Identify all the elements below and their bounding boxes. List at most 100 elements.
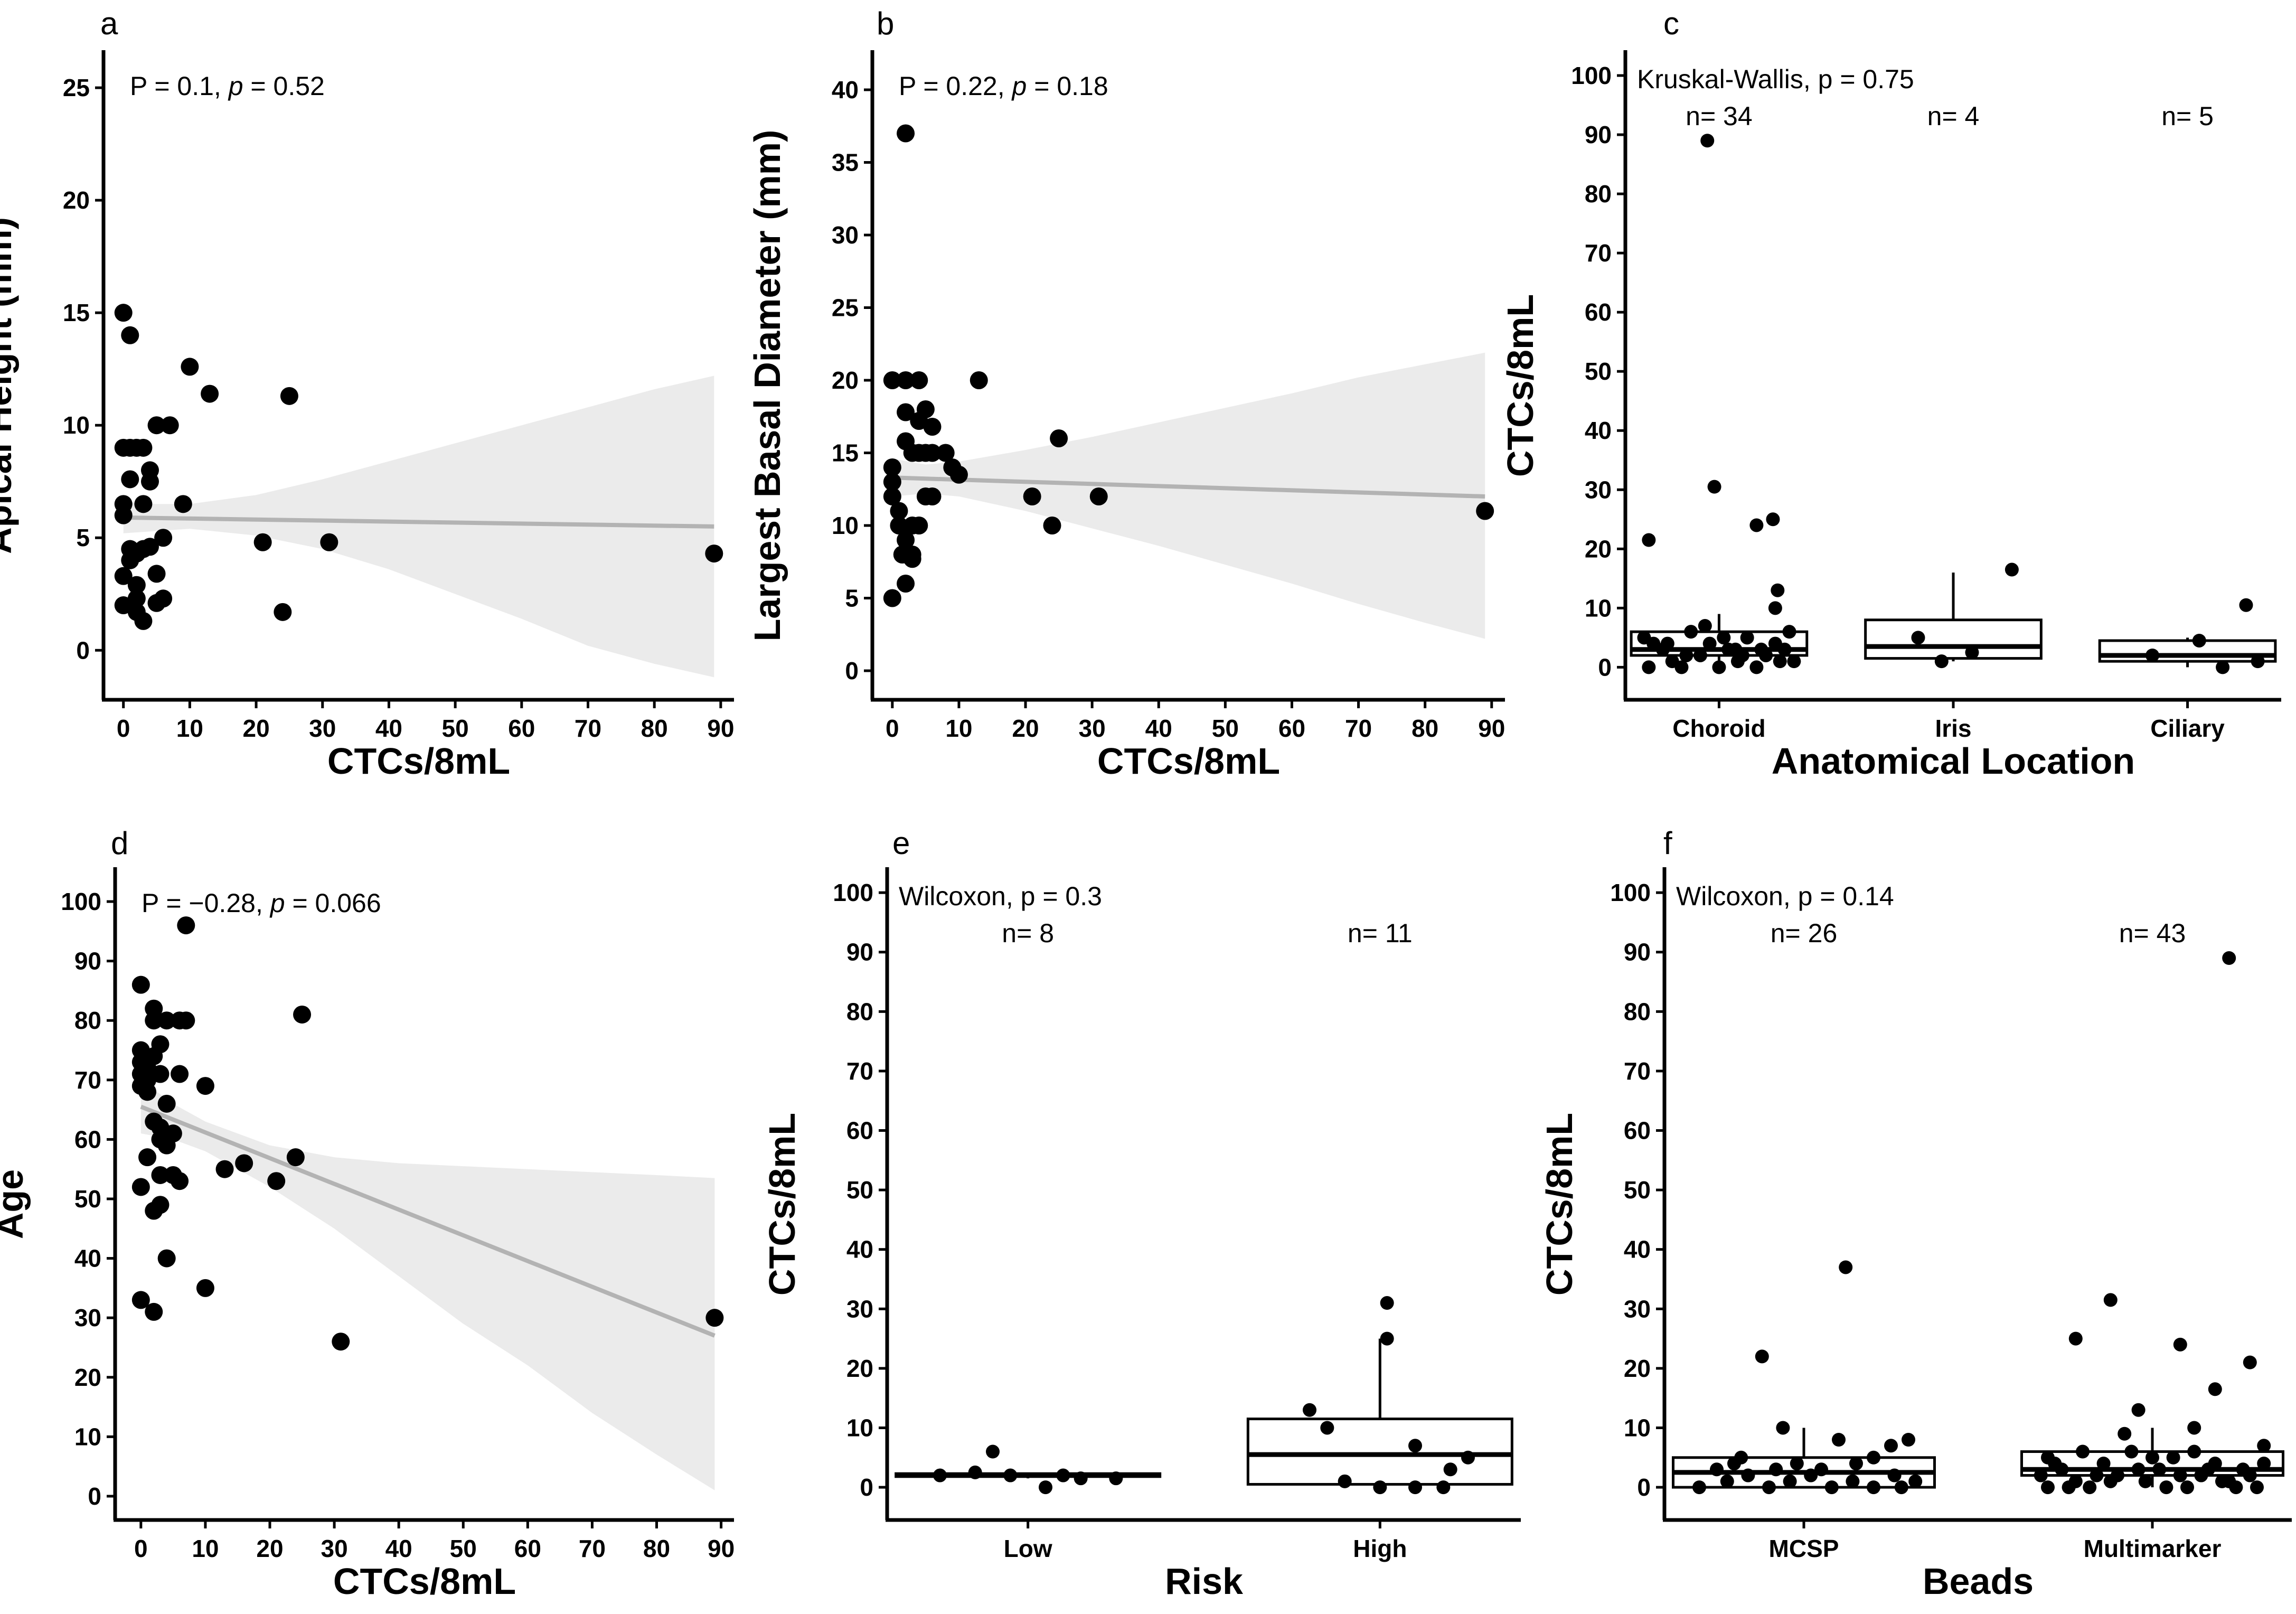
data-point [157, 1094, 176, 1113]
data-point [1050, 429, 1068, 447]
data-point [883, 371, 901, 389]
data-point [1867, 1450, 1880, 1465]
data-point [1867, 1480, 1880, 1495]
n-label: n= 4 [1927, 101, 1980, 131]
y-tick-label: 30 [1585, 476, 1612, 503]
data-point [1769, 1462, 1783, 1477]
regression-line [892, 475, 1485, 499]
data-point [2041, 1480, 2055, 1495]
y-tick-label: 80 [1624, 998, 1651, 1025]
data-point [1787, 654, 1801, 669]
n-label: n= 5 [2161, 101, 2214, 131]
panel-letter: d [111, 825, 128, 861]
x-tick-label: 80 [1412, 715, 1438, 742]
data-point [1380, 1331, 1394, 1346]
y-tick-label: 0 [1637, 1474, 1651, 1501]
data-point [2152, 1462, 2167, 1477]
y-tick-label: 5 [845, 585, 859, 612]
data-point [196, 1279, 214, 1297]
x-tick-label: 0 [886, 715, 899, 742]
data-point [1408, 1439, 1422, 1453]
data-point [1741, 1468, 1755, 1482]
category-label: Choroid [1672, 715, 1765, 742]
data-point [1692, 1480, 1706, 1495]
panel-letter: f [1663, 825, 1672, 861]
data-point [890, 502, 908, 520]
x-tick-label: 70 [575, 715, 601, 742]
data-point [883, 589, 901, 607]
data-point [2090, 1468, 2104, 1482]
data-point [910, 371, 928, 389]
y-tick-label: 10 [1624, 1414, 1651, 1441]
data-point [2068, 1331, 2083, 1346]
data-point [1902, 1433, 1915, 1447]
data-point [1702, 636, 1717, 651]
data-point [1320, 1421, 1334, 1435]
data-point [2103, 1474, 2118, 1488]
n-label: n= 26 [1771, 918, 1838, 948]
data-point [1089, 487, 1108, 505]
data-point [923, 418, 942, 436]
x-tick-label: 50 [1212, 715, 1239, 742]
y-tick-label: 15 [63, 299, 90, 326]
data-point [2062, 1480, 2076, 1495]
data-point [2076, 1444, 2090, 1459]
y-tick-label: 15 [832, 439, 859, 467]
panel-a: a 0 5 10 15 20 25 0 10 20 30 40 50 60 70 80 90 CTCs/8mL Ap… [0, 6, 734, 782]
data-point [177, 916, 195, 935]
data-point [2173, 1468, 2187, 1482]
data-point [134, 495, 153, 513]
data-point [154, 589, 173, 608]
data-point [923, 487, 942, 505]
box [1246, 1418, 1513, 1486]
data-point [320, 533, 338, 551]
y-tick-label: 50 [846, 1176, 873, 1204]
data-point [1766, 512, 1780, 527]
y-tick-label: 10 [846, 1414, 873, 1441]
data-point [140, 538, 159, 556]
data-point [705, 545, 723, 563]
y-tick-label: 80 [846, 998, 873, 1025]
x-axis-title: CTCs/8mL [1097, 740, 1280, 782]
y-tick-label: 60 [74, 1125, 101, 1153]
y-tick-label: 20 [63, 186, 90, 214]
x-tick-label: 0 [117, 715, 130, 742]
data-point [1660, 636, 1674, 651]
data-point [181, 358, 199, 376]
data-point [171, 1065, 189, 1083]
regression-line [123, 515, 714, 529]
y-tick-label: 0 [1598, 653, 1612, 681]
data-point [196, 1077, 214, 1095]
data-point [1884, 1439, 1898, 1453]
data-point [1674, 660, 1689, 674]
data-point [1846, 1474, 1860, 1488]
x-tick-label: 90 [1478, 715, 1505, 742]
data-point [134, 612, 153, 630]
data-point [280, 387, 298, 405]
data-point [968, 1465, 982, 1479]
y-tick-label: 50 [74, 1185, 101, 1213]
data-point [2187, 1421, 2201, 1435]
y-axis-title: Apical Height (mm) [0, 217, 19, 554]
x-axis-title: Beads [1923, 1561, 2034, 1602]
y-tick-label: 35 [832, 149, 859, 176]
data-point [1776, 1421, 1790, 1435]
category-label: High [1353, 1535, 1407, 1562]
data-point [1023, 487, 1041, 505]
regression-line [140, 1104, 716, 1338]
data-point [1934, 654, 1949, 669]
data-point [1887, 1468, 1902, 1482]
y-tick-label: 20 [846, 1355, 873, 1382]
data-point [1043, 517, 1061, 534]
data-point [1911, 631, 1925, 645]
data-point [2257, 1439, 2271, 1453]
y-tick-label: 90 [1624, 939, 1651, 966]
data-point [1003, 1468, 1018, 1482]
data-point [147, 565, 166, 583]
data-point [2192, 633, 2206, 648]
data-point [2180, 1480, 2194, 1495]
box [2098, 639, 2277, 663]
y-tick-label: 5 [76, 524, 90, 551]
data-point [332, 1333, 350, 1351]
panel-b: b 0 5 10 15 20 25 30 35 40 0 10 20 30 40 50 60 70 80 90 CTCs… [747, 6, 1505, 782]
